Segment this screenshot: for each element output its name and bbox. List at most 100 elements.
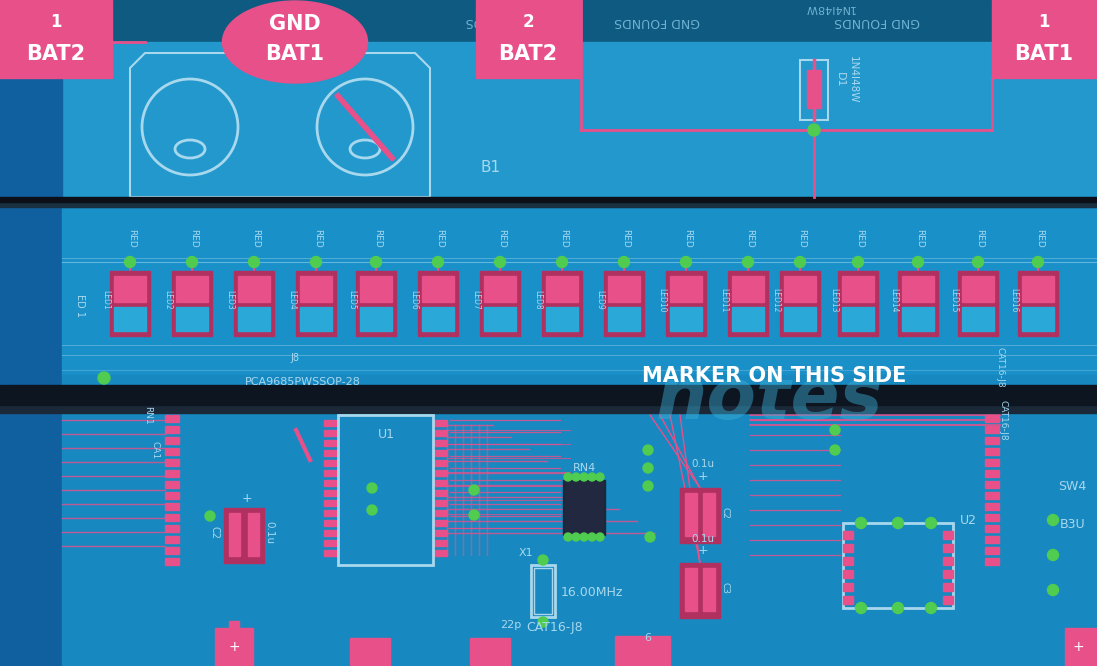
Text: GND OLEONDS: GND OLEONDS <box>465 15 559 29</box>
Bar <box>670 276 702 302</box>
Bar <box>898 271 938 336</box>
Circle shape <box>619 256 630 268</box>
Bar <box>176 276 208 302</box>
Bar <box>1018 271 1058 336</box>
Bar <box>842 544 853 552</box>
Bar <box>615 636 670 666</box>
Bar <box>902 307 934 331</box>
Text: ED 1: ED 1 <box>75 294 84 316</box>
Text: LED6: LED6 <box>409 290 418 310</box>
Bar <box>360 276 392 302</box>
Circle shape <box>856 517 867 529</box>
Text: 0.1u: 0.1u <box>691 534 714 544</box>
Circle shape <box>367 483 377 493</box>
Bar <box>110 271 150 336</box>
Text: RN4: RN4 <box>573 463 596 473</box>
Bar <box>238 276 270 302</box>
Bar <box>842 276 874 302</box>
Bar <box>433 460 446 466</box>
Bar <box>324 440 338 446</box>
Text: +: + <box>698 545 709 557</box>
Circle shape <box>893 603 904 613</box>
Circle shape <box>588 533 596 541</box>
Text: BAT1: BAT1 <box>265 44 325 64</box>
Text: U2: U2 <box>960 513 977 527</box>
Text: LED14: LED14 <box>890 288 898 312</box>
Text: +: + <box>241 492 252 505</box>
Circle shape <box>371 256 382 268</box>
Bar <box>165 470 179 477</box>
Text: RED: RED <box>127 228 136 247</box>
Bar <box>604 271 644 336</box>
Bar <box>433 440 446 446</box>
Circle shape <box>572 533 580 541</box>
Bar <box>165 492 179 499</box>
Circle shape <box>205 511 215 521</box>
Circle shape <box>538 555 548 565</box>
Bar <box>229 621 239 629</box>
Bar <box>985 547 999 554</box>
Bar <box>546 276 578 302</box>
Bar <box>546 307 578 331</box>
Bar <box>433 430 446 436</box>
Circle shape <box>186 256 197 268</box>
Bar <box>484 307 516 331</box>
Circle shape <box>973 256 984 268</box>
Bar <box>165 558 179 565</box>
Text: 2: 2 <box>522 13 534 31</box>
Bar <box>670 307 702 331</box>
Bar <box>985 525 999 532</box>
Bar <box>224 508 264 563</box>
Circle shape <box>643 463 653 473</box>
Bar <box>807 70 821 108</box>
Bar <box>685 493 697 536</box>
Text: RED: RED <box>559 228 568 247</box>
Bar <box>418 271 459 336</box>
Circle shape <box>1048 515 1059 525</box>
Circle shape <box>743 256 754 268</box>
Bar <box>350 638 391 666</box>
Circle shape <box>1048 585 1059 595</box>
Bar <box>296 271 336 336</box>
Text: CAT16-J8: CAT16-J8 <box>527 621 584 635</box>
Text: B1: B1 <box>480 161 500 176</box>
Circle shape <box>432 256 443 268</box>
Text: RED: RED <box>916 228 925 247</box>
Bar <box>215 628 253 666</box>
Bar <box>985 558 999 565</box>
Bar <box>433 500 446 506</box>
Text: RED: RED <box>975 228 984 247</box>
Bar <box>902 276 934 302</box>
Bar <box>685 568 697 611</box>
Text: LED9: LED9 <box>596 290 604 310</box>
Bar <box>800 60 828 120</box>
Bar <box>165 437 179 444</box>
Text: 0.1u: 0.1u <box>691 459 714 469</box>
Bar <box>165 536 179 543</box>
Bar <box>985 492 999 499</box>
Circle shape <box>852 256 863 268</box>
Bar <box>165 514 179 521</box>
Bar <box>248 513 259 556</box>
Bar <box>476 0 581 78</box>
Bar <box>299 276 332 302</box>
Text: MARKER ON THIS SIDE: MARKER ON THIS SIDE <box>642 366 906 386</box>
Text: LED2: LED2 <box>163 290 172 310</box>
Bar <box>943 570 953 578</box>
Bar <box>531 565 555 617</box>
Bar <box>63 207 1097 375</box>
Text: LED15: LED15 <box>950 288 959 312</box>
Circle shape <box>564 533 572 541</box>
Text: CA1: CA1 <box>150 441 159 459</box>
Text: RED: RED <box>622 228 631 247</box>
Text: RED: RED <box>314 228 323 247</box>
Bar <box>943 557 953 565</box>
Bar <box>985 481 999 488</box>
Bar <box>680 563 720 618</box>
Text: LED10: LED10 <box>657 288 667 312</box>
Bar <box>943 531 953 539</box>
Circle shape <box>830 445 840 455</box>
Bar <box>165 525 179 532</box>
Bar <box>728 271 768 336</box>
Bar <box>534 568 552 614</box>
